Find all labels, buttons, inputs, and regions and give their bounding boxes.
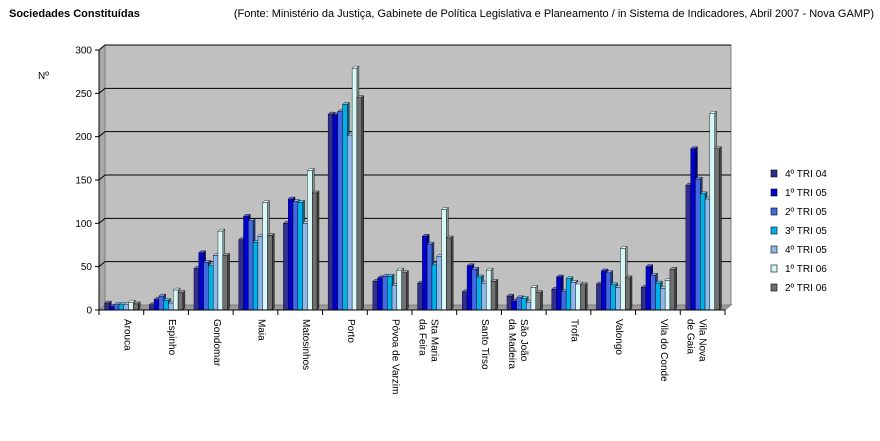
bar [445,235,454,311]
legend-label: 2º TRI 06 [785,283,827,294]
x-tick-label: Matosinhos [300,319,311,370]
legend-swatch [770,226,778,235]
legend-label: 1º TRI 05 [785,188,827,199]
legend-swatch [770,169,778,178]
legend-item: 3º TRI 05 [770,226,827,237]
legend-item: 2º TRI 06 [770,283,827,294]
y-tick-label: 50 [81,262,93,273]
x-tick-label: Espinho [166,319,177,356]
y-tick-label: 250 [75,89,92,100]
gridline [98,44,731,51]
x-tick-label: Santo Tirso [479,319,490,370]
y-tick-label: 200 [75,132,92,143]
legend-swatch [770,245,778,254]
x-tick-label: Vila Novade Gaia [685,319,708,362]
y-tick-label: 150 [75,176,92,187]
bar [669,266,678,311]
legend-label: 4º TRI 05 [785,245,827,256]
legend-label: 2º TRI 05 [785,207,827,218]
x-tick-label: Valongo [613,319,624,355]
legend-label: 4º TRI 04 [785,169,827,180]
y-tick-label: 0 [86,306,92,317]
legend-item: 2º TRI 05 [770,207,827,218]
bar [401,270,409,311]
bar [311,190,320,311]
bar [267,232,275,311]
x-tick-label: Póvoa de Varzim [390,319,401,394]
y-axis-label: Nº [38,71,49,82]
bar [490,278,499,311]
legend-swatch [770,283,778,292]
legend-item: 1º TRI 05 [770,188,827,199]
x-tick-label: São Joãoda Madeira [506,319,529,369]
bar [177,290,186,311]
bar [356,95,365,311]
x-tick-label: Maia [256,319,267,341]
x-tick-label: Gondomar [211,319,222,367]
chart-title: Sociedades Constituídas [9,8,140,20]
x-tick-label: Porto [345,319,356,343]
gridline [98,87,731,94]
legend-label: 3º TRI 05 [785,226,827,237]
legend-swatch [770,188,778,197]
bar [624,275,633,311]
legend-swatch [770,264,778,273]
bar [222,252,231,311]
y-tick-label: 100 [75,219,92,230]
bar [714,146,722,311]
x-tick-label: Vila do Conde [658,319,669,382]
y-tick-label: 300 [75,46,92,57]
x-tick-label: Arouca [121,319,132,351]
legend-item: 4º TRI 05 [770,245,827,256]
legend-label: 1º TRI 06 [785,264,827,275]
legend-item: 4º TRI 04 [770,169,827,180]
gridline [98,217,731,224]
bar [132,301,141,311]
gridline [98,131,731,138]
gridline [98,261,731,268]
source-note: (Fonte: Ministério da Justiça, Gabinete … [233,8,874,20]
bar [535,290,544,311]
legend-item: 1º TRI 06 [770,264,827,275]
x-tick-label: Sta Mariada Feira [416,319,439,362]
bar [580,282,588,311]
legend-swatch [770,207,778,216]
x-tick-label: Trofa [569,319,580,342]
gridline [98,174,731,181]
